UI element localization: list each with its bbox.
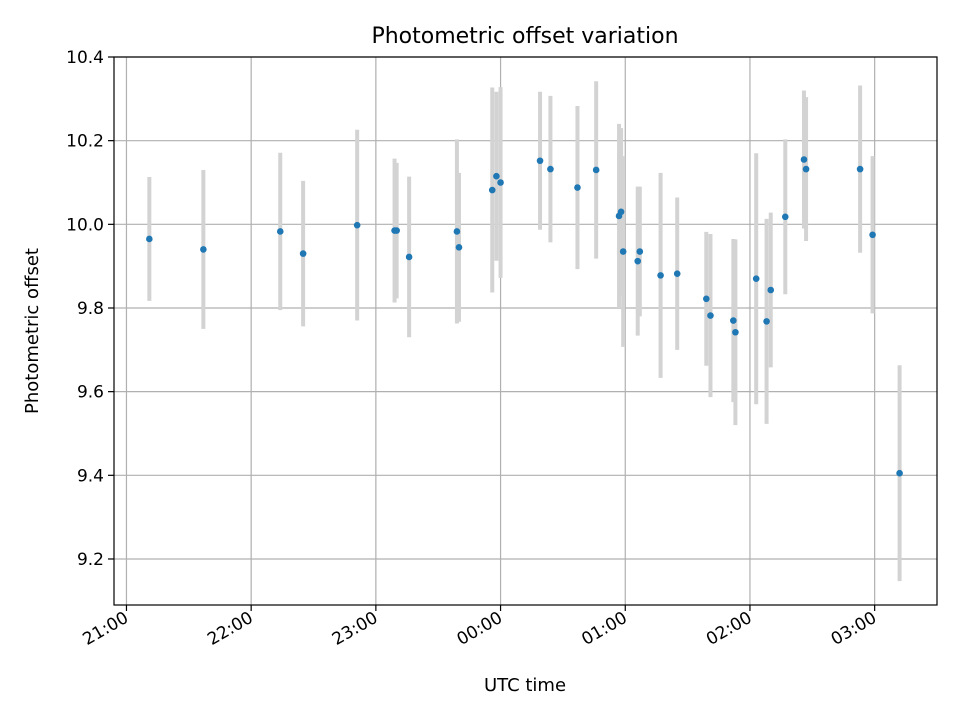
data-point bbox=[200, 246, 207, 253]
data-point bbox=[547, 165, 554, 173]
data-point bbox=[707, 312, 714, 319]
data-point bbox=[353, 221, 361, 229]
data-point bbox=[574, 184, 581, 191]
data-point bbox=[536, 157, 544, 165]
y-tick-label: 9.6 bbox=[77, 383, 104, 403]
data-point bbox=[802, 165, 810, 173]
data-point bbox=[732, 328, 739, 336]
y-tick-label: 10.2 bbox=[66, 132, 104, 152]
chart-title: Photometric offset variation bbox=[371, 24, 678, 49]
data-point bbox=[453, 228, 461, 235]
data-point bbox=[276, 228, 284, 235]
y-tick-label: 9.8 bbox=[77, 299, 104, 319]
y-axis-label: Photometric offset bbox=[22, 248, 43, 414]
data-point bbox=[634, 257, 642, 265]
x-axis-label: UTC time bbox=[484, 675, 566, 696]
data-point bbox=[763, 318, 770, 325]
data-point bbox=[896, 469, 903, 477]
y-tick-label: 10.4 bbox=[66, 48, 104, 68]
data-point bbox=[767, 286, 775, 294]
y-axis: 9.2 9.4 9.6 9.8 10.0 10.2 10.4 bbox=[66, 48, 114, 570]
data-point bbox=[299, 250, 307, 257]
data-point bbox=[497, 179, 504, 186]
data-point bbox=[455, 244, 463, 251]
data-point bbox=[703, 295, 710, 303]
data-point bbox=[146, 235, 153, 243]
data-point bbox=[393, 227, 400, 234]
data-point bbox=[752, 275, 760, 283]
data-points bbox=[146, 156, 903, 477]
data-point bbox=[405, 253, 413, 261]
data-point bbox=[869, 231, 876, 239]
y-tick-label: 9.4 bbox=[77, 466, 104, 486]
data-point bbox=[657, 272, 664, 279]
data-point bbox=[781, 213, 789, 221]
plot-frame bbox=[113, 56, 938, 606]
data-point bbox=[800, 156, 808, 163]
data-point bbox=[592, 166, 600, 174]
data-point bbox=[636, 248, 644, 255]
data-point bbox=[488, 186, 496, 194]
data-point bbox=[617, 208, 625, 216]
data-point bbox=[673, 270, 681, 277]
data-point bbox=[493, 172, 500, 180]
y-tick-label: 10.0 bbox=[66, 215, 104, 235]
data-point bbox=[730, 317, 737, 324]
y-tick-label: 9.2 bbox=[77, 550, 104, 570]
data-point bbox=[856, 165, 864, 173]
data-point bbox=[619, 248, 627, 255]
